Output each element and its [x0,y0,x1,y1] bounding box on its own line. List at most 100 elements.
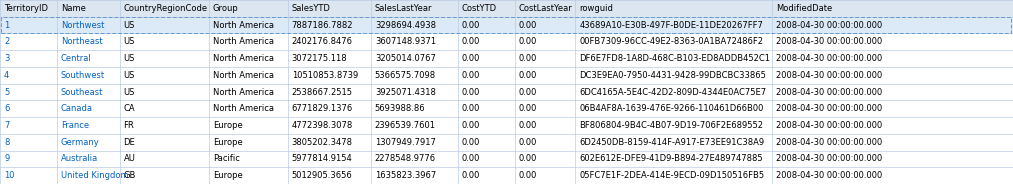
Text: 3298694.4938: 3298694.4938 [375,21,436,30]
Text: 1635823.3967: 1635823.3967 [375,171,436,180]
Text: 0.00: 0.00 [519,71,537,80]
Text: 0.00: 0.00 [519,88,537,96]
Text: Southeast: Southeast [61,88,103,96]
Text: 5977814.9154: 5977814.9154 [292,154,353,163]
Text: 6D2450DB-8159-414F-A917-E73EE91C38A9: 6D2450DB-8159-414F-A917-E73EE91C38A9 [579,138,765,147]
Text: 0.00: 0.00 [462,37,480,46]
Text: US: US [124,71,135,80]
Text: 2008-04-30 00:00:00.000: 2008-04-30 00:00:00.000 [776,37,882,46]
Text: 2396539.7601: 2396539.7601 [375,121,436,130]
Text: 0.00: 0.00 [519,37,537,46]
Text: 6DC4165A-5E4C-42D2-809D-4344E0AC75E7: 6DC4165A-5E4C-42D2-809D-4344E0AC75E7 [579,88,767,96]
Text: 2008-04-30 00:00:00.000: 2008-04-30 00:00:00.000 [776,88,882,96]
Text: 10: 10 [4,171,14,180]
Text: Australia: Australia [61,154,98,163]
Text: Germany: Germany [61,138,99,147]
Text: Europe: Europe [213,171,242,180]
Text: 1307949.7917: 1307949.7917 [375,138,436,147]
Text: 2008-04-30 00:00:00.000: 2008-04-30 00:00:00.000 [776,104,882,113]
Text: 0.00: 0.00 [462,71,480,80]
Text: Canada: Canada [61,104,93,113]
Text: 0.00: 0.00 [519,21,537,30]
Text: 05FC7E1F-2DEA-414E-9ECD-09D150516FB5: 05FC7E1F-2DEA-414E-9ECD-09D150516FB5 [579,171,765,180]
Text: CostYTD: CostYTD [462,4,497,13]
Text: 5: 5 [4,88,9,96]
Text: 3: 3 [4,54,9,63]
Text: Northwest: Northwest [61,21,104,30]
Text: 7887186.7882: 7887186.7882 [292,21,354,30]
Text: North America: North America [213,88,274,96]
Text: 0.00: 0.00 [519,104,537,113]
Bar [0,151,1013,167]
Text: North America: North America [213,37,274,46]
Text: CountryRegionCode: CountryRegionCode [124,4,208,13]
Text: US: US [124,54,135,63]
Text: 0.00: 0.00 [462,54,480,63]
Bar [0,33,1013,50]
Text: North America: North America [213,54,274,63]
Text: 1: 1 [4,21,9,30]
Text: France: France [61,121,89,130]
Text: 0.00: 0.00 [462,138,480,147]
Text: 0.00: 0.00 [519,154,537,163]
Text: North America: North America [213,104,274,113]
Text: 0.00: 0.00 [519,54,537,63]
Text: 06B4AF8A-1639-476E-9266-110461D66B00: 06B4AF8A-1639-476E-9266-110461D66B00 [579,104,764,113]
Text: 602E612E-DFE9-41D9-B894-27E489747885: 602E612E-DFE9-41D9-B894-27E489747885 [579,154,763,163]
Text: United Kingdom: United Kingdom [61,171,129,180]
Text: 10510853.8739: 10510853.8739 [292,71,358,80]
Text: 9: 9 [4,154,9,163]
Text: US: US [124,37,135,46]
Text: ModifiedDate: ModifiedDate [776,4,833,13]
Bar [1,17,1011,33]
Text: 2402176.8476: 2402176.8476 [292,37,353,46]
Text: 2008-04-30 00:00:00.000: 2008-04-30 00:00:00.000 [776,54,882,63]
Bar [0,17,1013,33]
Text: 4772398.3078: 4772398.3078 [292,121,353,130]
Bar [0,0,1013,17]
Text: 0.00: 0.00 [462,154,480,163]
Text: Name: Name [61,4,86,13]
Text: 43689A10-E30B-497F-B0DE-11DE20267FF7: 43689A10-E30B-497F-B0DE-11DE20267FF7 [579,21,764,30]
Text: 3205014.0767: 3205014.0767 [375,54,436,63]
Text: 5012905.3656: 5012905.3656 [292,171,353,180]
Text: 3805202.3478: 3805202.3478 [292,138,353,147]
Text: 2008-04-30 00:00:00.000: 2008-04-30 00:00:00.000 [776,121,882,130]
Text: GB: GB [124,171,136,180]
Text: 6771829.1376: 6771829.1376 [292,104,353,113]
Text: 2008-04-30 00:00:00.000: 2008-04-30 00:00:00.000 [776,21,882,30]
Text: 4: 4 [4,71,9,80]
Text: CostLastYear: CostLastYear [519,4,572,13]
Text: Europe: Europe [213,138,242,147]
Text: 0.00: 0.00 [519,121,537,130]
Text: 3072175.118: 3072175.118 [292,54,347,63]
Text: Southwest: Southwest [61,71,105,80]
Text: 0.00: 0.00 [519,171,537,180]
Text: 2008-04-30 00:00:00.000: 2008-04-30 00:00:00.000 [776,171,882,180]
Text: North America: North America [213,21,274,30]
Text: US: US [124,88,135,96]
Text: SalesYTD: SalesYTD [292,4,330,13]
Text: 2008-04-30 00:00:00.000: 2008-04-30 00:00:00.000 [776,71,882,80]
Text: 8: 8 [4,138,9,147]
Text: 3607148.9371: 3607148.9371 [375,37,436,46]
Bar [0,50,1013,67]
Text: SalesLastYear: SalesLastYear [375,4,433,13]
Text: Pacific: Pacific [213,154,240,163]
Text: DE: DE [124,138,136,147]
Bar [0,167,1013,184]
Text: rowguid: rowguid [579,4,613,13]
Text: 0.00: 0.00 [462,171,480,180]
Text: 0.00: 0.00 [462,88,480,96]
Text: 2008-04-30 00:00:00.000: 2008-04-30 00:00:00.000 [776,154,882,163]
Text: 0.00: 0.00 [462,21,480,30]
Text: 0.00: 0.00 [519,138,537,147]
Bar [0,84,1013,100]
Bar [0,117,1013,134]
Text: BF806804-9B4C-4B07-9D19-706F2E689552: BF806804-9B4C-4B07-9D19-706F2E689552 [579,121,764,130]
Text: 7: 7 [4,121,9,130]
Text: 0.00: 0.00 [462,104,480,113]
Text: 00FB7309-96CC-49E2-8363-0A1BA72486F2: 00FB7309-96CC-49E2-8363-0A1BA72486F2 [579,37,764,46]
Text: DC3E9EA0-7950-4431-9428-99DBCBC33865: DC3E9EA0-7950-4431-9428-99DBCBC33865 [579,71,766,80]
Text: Central: Central [61,54,91,63]
